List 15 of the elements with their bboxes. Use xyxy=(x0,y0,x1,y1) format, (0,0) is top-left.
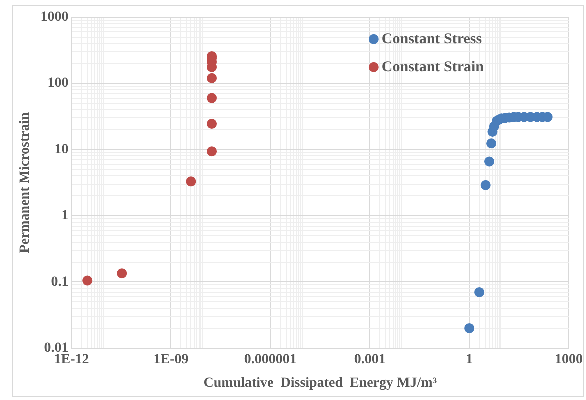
y-tick-label: 100 xyxy=(48,76,69,92)
x-tick-label: 0.000001 xyxy=(244,352,297,368)
legend-label: Constant Strain xyxy=(382,59,485,76)
x-tick-label: 1000 xyxy=(555,352,583,368)
legend-label: Constant Stress xyxy=(382,31,482,48)
y-axis-title: Permanent Microstrain xyxy=(18,112,34,254)
x-tick-label: 0.001 xyxy=(354,352,386,368)
x-tick-label: 1 xyxy=(466,352,474,368)
x-tick-label: 1E-12 xyxy=(54,352,90,368)
y-tick-label: 10 xyxy=(54,142,69,158)
y-tick-label: 1000 xyxy=(40,10,69,26)
y-tick-label: 1 xyxy=(62,208,69,224)
x-tick-label: 1E-09 xyxy=(154,352,189,368)
y-tick-label: 0.1 xyxy=(51,274,69,290)
x-axis-title: Cumulative Dissipated Energy MJ/m³ xyxy=(204,376,438,392)
